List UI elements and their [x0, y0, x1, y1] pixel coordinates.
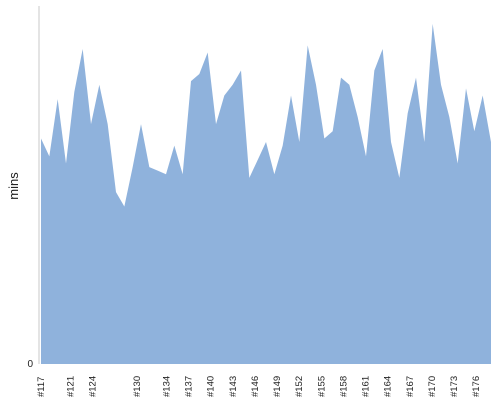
x-tick-label: #134 — [161, 376, 172, 397]
area-series — [41, 23, 491, 365]
y-tick-label: 0 — [27, 359, 33, 370]
x-tick-label: #121 — [66, 376, 77, 397]
x-tick-label: #130 — [132, 376, 143, 397]
x-tick-label: #146 — [250, 376, 261, 397]
x-tick-label: #137 — [184, 376, 195, 397]
x-tick-label: #173 — [449, 376, 460, 397]
x-tick-label: #176 — [471, 376, 482, 397]
x-tick-label: #161 — [361, 376, 372, 397]
x-tick-label: #140 — [206, 376, 217, 397]
x-tick-label: #152 — [294, 376, 305, 397]
x-tick-label: #124 — [88, 376, 99, 397]
plot-area — [41, 23, 491, 365]
x-tick-label: #155 — [316, 376, 327, 397]
x-tick-label: #170 — [427, 376, 438, 397]
y-axis-ticks: 0 — [27, 359, 33, 370]
y-axis-title: mins — [6, 172, 21, 200]
x-axis-ticks: #117 #121 #124 #130 #134 #137 #140 #143 #146 #149… — [36, 376, 482, 397]
x-tick-label: #117 — [36, 377, 47, 397]
x-tick-label: #143 — [228, 376, 239, 397]
x-tick-label: #149 — [272, 376, 283, 397]
x-tick-label: #167 — [405, 376, 416, 397]
x-tick-label: #164 — [383, 376, 394, 397]
x-tick-label: #158 — [338, 376, 349, 397]
